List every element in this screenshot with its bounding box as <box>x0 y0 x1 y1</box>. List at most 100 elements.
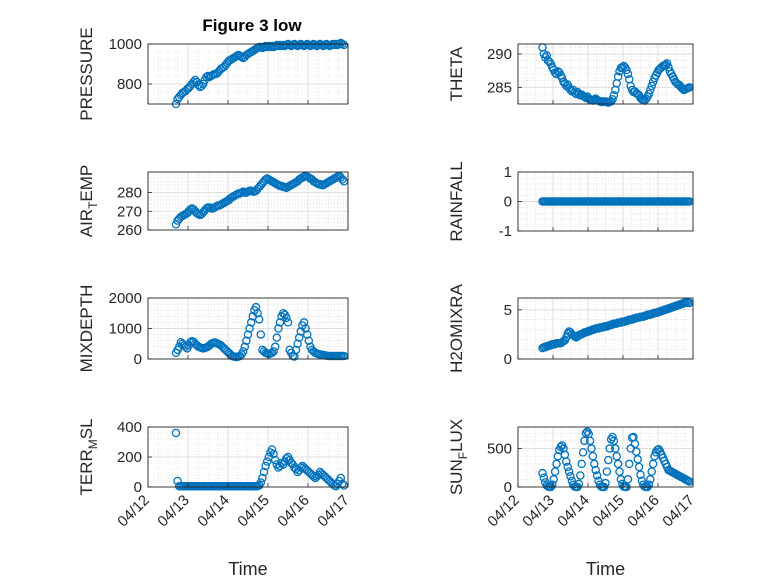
data-point <box>681 298 690 308</box>
y-axis-label: RAINFALL <box>447 161 466 241</box>
data-point <box>585 436 595 446</box>
y-tick-label: 0 <box>504 351 512 368</box>
y-axis-label: SUNFLUX <box>447 419 470 495</box>
data-point <box>302 330 312 339</box>
data-point <box>609 436 619 446</box>
data-point <box>548 480 557 489</box>
y-tick-label: 200 <box>117 449 142 466</box>
data-point <box>275 318 285 327</box>
axes-frame <box>517 171 694 232</box>
x-tick-label: 04/15 <box>234 492 273 531</box>
data-point <box>538 468 547 478</box>
data-point <box>644 480 654 489</box>
data-point <box>294 333 304 342</box>
data-point <box>251 302 261 312</box>
data-point <box>261 41 270 51</box>
y-tick-label: 1000 <box>109 36 142 53</box>
y-axis-label-main: SUN <box>447 459 466 495</box>
data-point <box>283 318 293 327</box>
data-point <box>278 40 288 50</box>
data-point <box>566 471 575 481</box>
x-tick-label: 04/17 <box>659 492 698 531</box>
data-point <box>611 444 620 453</box>
data-point <box>602 467 612 476</box>
axes-frame <box>147 297 349 360</box>
y-axis-label-rest: EMP <box>77 165 96 202</box>
data-point <box>564 467 574 476</box>
data-point <box>259 467 269 477</box>
data-point <box>608 95 617 104</box>
data-point <box>559 444 568 453</box>
data-point <box>285 40 294 50</box>
x-tick-label: 04/13 <box>519 492 558 531</box>
data-point <box>262 42 272 52</box>
y-axis-label-rest: LUX <box>447 419 466 452</box>
data-point <box>612 451 621 461</box>
subplot-terr_msl: 0 200 400 TERRMSL 04/12 04/13 04/14 04/15 04/16 0… <box>77 418 353 579</box>
data-point <box>304 336 314 345</box>
y-axis-label-rest: SL <box>77 418 96 439</box>
y-axis-label-main: RAINFALL <box>447 161 466 241</box>
data-point <box>198 79 208 89</box>
data-point <box>274 41 283 51</box>
data-point <box>592 471 602 480</box>
data-point <box>641 94 651 103</box>
data-point <box>625 459 634 469</box>
data-point <box>588 451 598 461</box>
data-point <box>264 41 274 51</box>
data-point <box>552 459 561 469</box>
x-tick-label: 04/15 <box>589 492 628 531</box>
data-point <box>338 479 347 489</box>
y-tick-label: 800 <box>117 76 142 93</box>
data-point <box>662 59 672 68</box>
y-tick-label: 260 <box>117 222 142 239</box>
y-axis-label-subscript: F <box>456 452 470 459</box>
data-point <box>245 324 254 333</box>
data-point <box>580 436 589 446</box>
figure-title: Figure 3 low <box>202 16 302 35</box>
data-point <box>299 318 309 327</box>
data-point <box>623 69 633 79</box>
data-point <box>646 475 655 484</box>
data-point <box>293 339 302 348</box>
data-point <box>634 462 644 472</box>
data-point <box>539 473 549 483</box>
x-tick-label: 04/12 <box>484 492 523 531</box>
y-tick-label: 0 <box>134 351 142 368</box>
data-point <box>256 42 266 52</box>
data-point <box>254 315 264 324</box>
data-point <box>240 342 250 352</box>
subplot-sun_flux: 0 500 SUNFLUX 04/1204/1304/1404/1504/1604/1… <box>447 419 698 579</box>
data-point <box>288 40 298 50</box>
y-axis-label: AIRTEMP <box>77 165 100 238</box>
data-point <box>577 459 586 469</box>
y-axis-label: PRESSURE <box>77 27 96 121</box>
axes-frame <box>147 426 349 488</box>
data-point <box>314 40 323 50</box>
data-point <box>259 42 269 52</box>
y-tick-label: 280 <box>117 185 142 202</box>
data-point <box>282 40 291 50</box>
data-point <box>269 347 278 356</box>
x-tick-label: 04/14 <box>194 492 233 531</box>
y-axis-label-subscript: M <box>86 439 100 449</box>
x-tick-label: 04/16 <box>624 492 663 531</box>
axes-frame <box>517 43 694 105</box>
x-tick-label: 04/12 <box>114 492 153 531</box>
x-tick-label: 04/14 <box>554 492 593 531</box>
data-point <box>646 85 655 95</box>
data-point <box>578 448 588 457</box>
data-point <box>630 439 640 449</box>
y-axis-label-main: THETA <box>447 46 466 101</box>
data-point <box>644 89 654 99</box>
data-point <box>605 444 614 453</box>
y-tick-label: 0 <box>134 479 142 496</box>
data-point <box>307 40 317 50</box>
y-axis-label-main: AIR <box>77 209 96 237</box>
y-tick-label: 0 <box>504 194 512 211</box>
data-point <box>270 41 280 51</box>
data-point <box>310 40 320 50</box>
data-point <box>661 60 670 69</box>
y-tick-label: 270 <box>117 203 142 220</box>
